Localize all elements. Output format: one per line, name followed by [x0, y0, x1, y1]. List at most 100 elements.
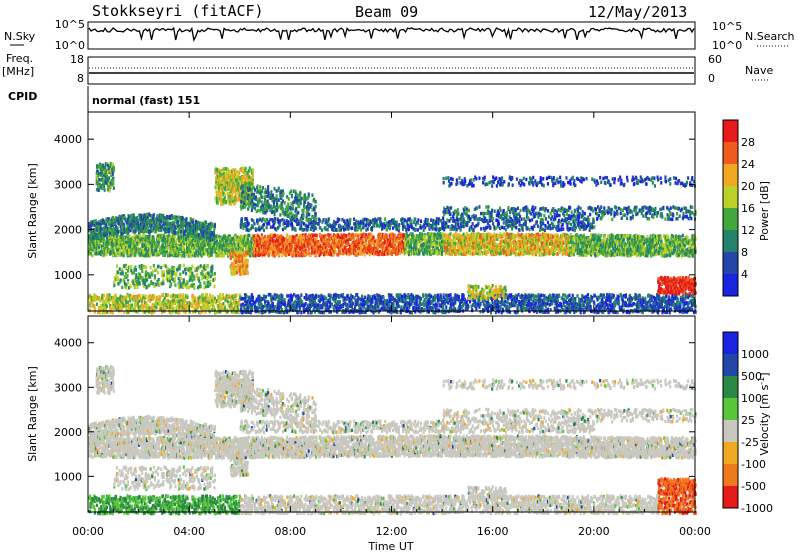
power-cell [515, 252, 517, 256]
power-cell [616, 243, 618, 247]
power-cell [286, 233, 288, 237]
cpid-label: CPID [8, 90, 37, 103]
power-cell [594, 242, 596, 246]
power-cell [295, 254, 297, 257]
power-cell [506, 232, 508, 236]
power-cell [264, 235, 266, 239]
power-cell [548, 248, 550, 252]
power-cell [604, 235, 606, 239]
frequency-panel: 18 8 60 0 Freq. [MHz] Nave [2, 52, 773, 85]
power-cell [134, 234, 136, 238]
power-cell [683, 247, 685, 251]
power-cell [256, 247, 258, 251]
power-cell [173, 238, 175, 242]
power-cell [676, 235, 678, 239]
power-cell [573, 253, 575, 256]
power-cell [668, 240, 670, 244]
power-cell [444, 237, 446, 241]
power-cell [592, 234, 594, 238]
power-cell [454, 242, 456, 246]
freq-unit-label: [MHz] [2, 65, 34, 78]
power-cell [153, 238, 155, 242]
beam-title: Beam 09 [355, 3, 418, 21]
power-cell [692, 254, 694, 258]
power-cell [362, 239, 364, 243]
power-cell [424, 235, 426, 239]
power-cell [523, 252, 525, 256]
power-cell [167, 247, 169, 251]
noise-right-tick-bottom: 10^0 [712, 39, 742, 52]
power-cell [98, 245, 100, 249]
power-cell [687, 236, 689, 240]
power-cell [201, 254, 203, 258]
power-cell [480, 249, 482, 253]
freq-right-tick-top: 60 [708, 53, 722, 66]
noise-right-tick-top: 10^5 [712, 20, 742, 33]
freq-left-tick-bottom: 8 [77, 72, 84, 85]
power-cell [399, 252, 401, 256]
power-heatmap [88, 162, 697, 315]
power-cell [674, 248, 676, 252]
power-cell [619, 243, 621, 247]
power-cell [115, 253, 117, 257]
power-cell [301, 253, 303, 257]
power-cell [92, 254, 94, 258]
noise-left-tick-top: 10^5 [55, 18, 85, 31]
power-cell [585, 254, 587, 258]
power-cell [414, 252, 416, 256]
power-cell [274, 234, 276, 238]
freq-label: Freq. [6, 52, 33, 65]
nsky-label: N.Sky [4, 30, 36, 43]
nave-label: Nave [745, 64, 773, 77]
noise-panel: 10^5 10^0 10^5 10^0 N.Sky N.Search [4, 18, 795, 52]
power-cell [278, 253, 280, 256]
power-cell [369, 253, 371, 257]
power-cell [345, 234, 347, 238]
power-cell [475, 232, 477, 236]
power-cell [364, 253, 366, 257]
power-cell [123, 254, 125, 258]
power-cell [211, 251, 213, 255]
power-cell [552, 235, 554, 239]
power-cell [587, 248, 589, 252]
power-cell [248, 234, 250, 238]
power-cell [360, 247, 362, 251]
power-cell [291, 244, 293, 248]
power-cell [138, 248, 140, 252]
power-cell [439, 236, 441, 240]
radar-title: Stokkseyri (fitACF) [92, 2, 264, 20]
power-cell [130, 254, 132, 258]
power-cell [682, 234, 684, 238]
power-cell [607, 234, 609, 238]
freq-left-tick-top: 18 [70, 53, 84, 66]
power-cell [525, 233, 527, 237]
power-cell [636, 254, 638, 257]
power-cell [603, 239, 605, 243]
power-cell [501, 242, 503, 246]
power-cell [386, 235, 388, 239]
power-cell [466, 234, 468, 238]
power-cell [223, 253, 225, 256]
power-cell [287, 249, 289, 253]
power-cell [450, 232, 452, 236]
power-cell [196, 250, 198, 254]
power-cell [660, 236, 662, 240]
power-cell [556, 248, 558, 252]
cpid-text: normal (fast) 151 [92, 94, 200, 107]
power-cell [129, 234, 131, 238]
power-cell [631, 235, 633, 239]
power-cell [617, 240, 619, 244]
noise-frame [88, 22, 695, 49]
power-cell [308, 247, 310, 251]
power-cell [691, 246, 693, 250]
noise-left-tick-bottom: 10^0 [55, 39, 85, 52]
power-cell [105, 253, 107, 256]
power-cell [155, 248, 157, 252]
freq-frame [88, 57, 695, 84]
freq-right-tick-bottom: 0 [708, 72, 715, 85]
noise-line [89, 28, 694, 40]
power-cell [282, 237, 284, 241]
nsearch-label: N.Search [745, 30, 795, 43]
power-cell [600, 234, 602, 238]
